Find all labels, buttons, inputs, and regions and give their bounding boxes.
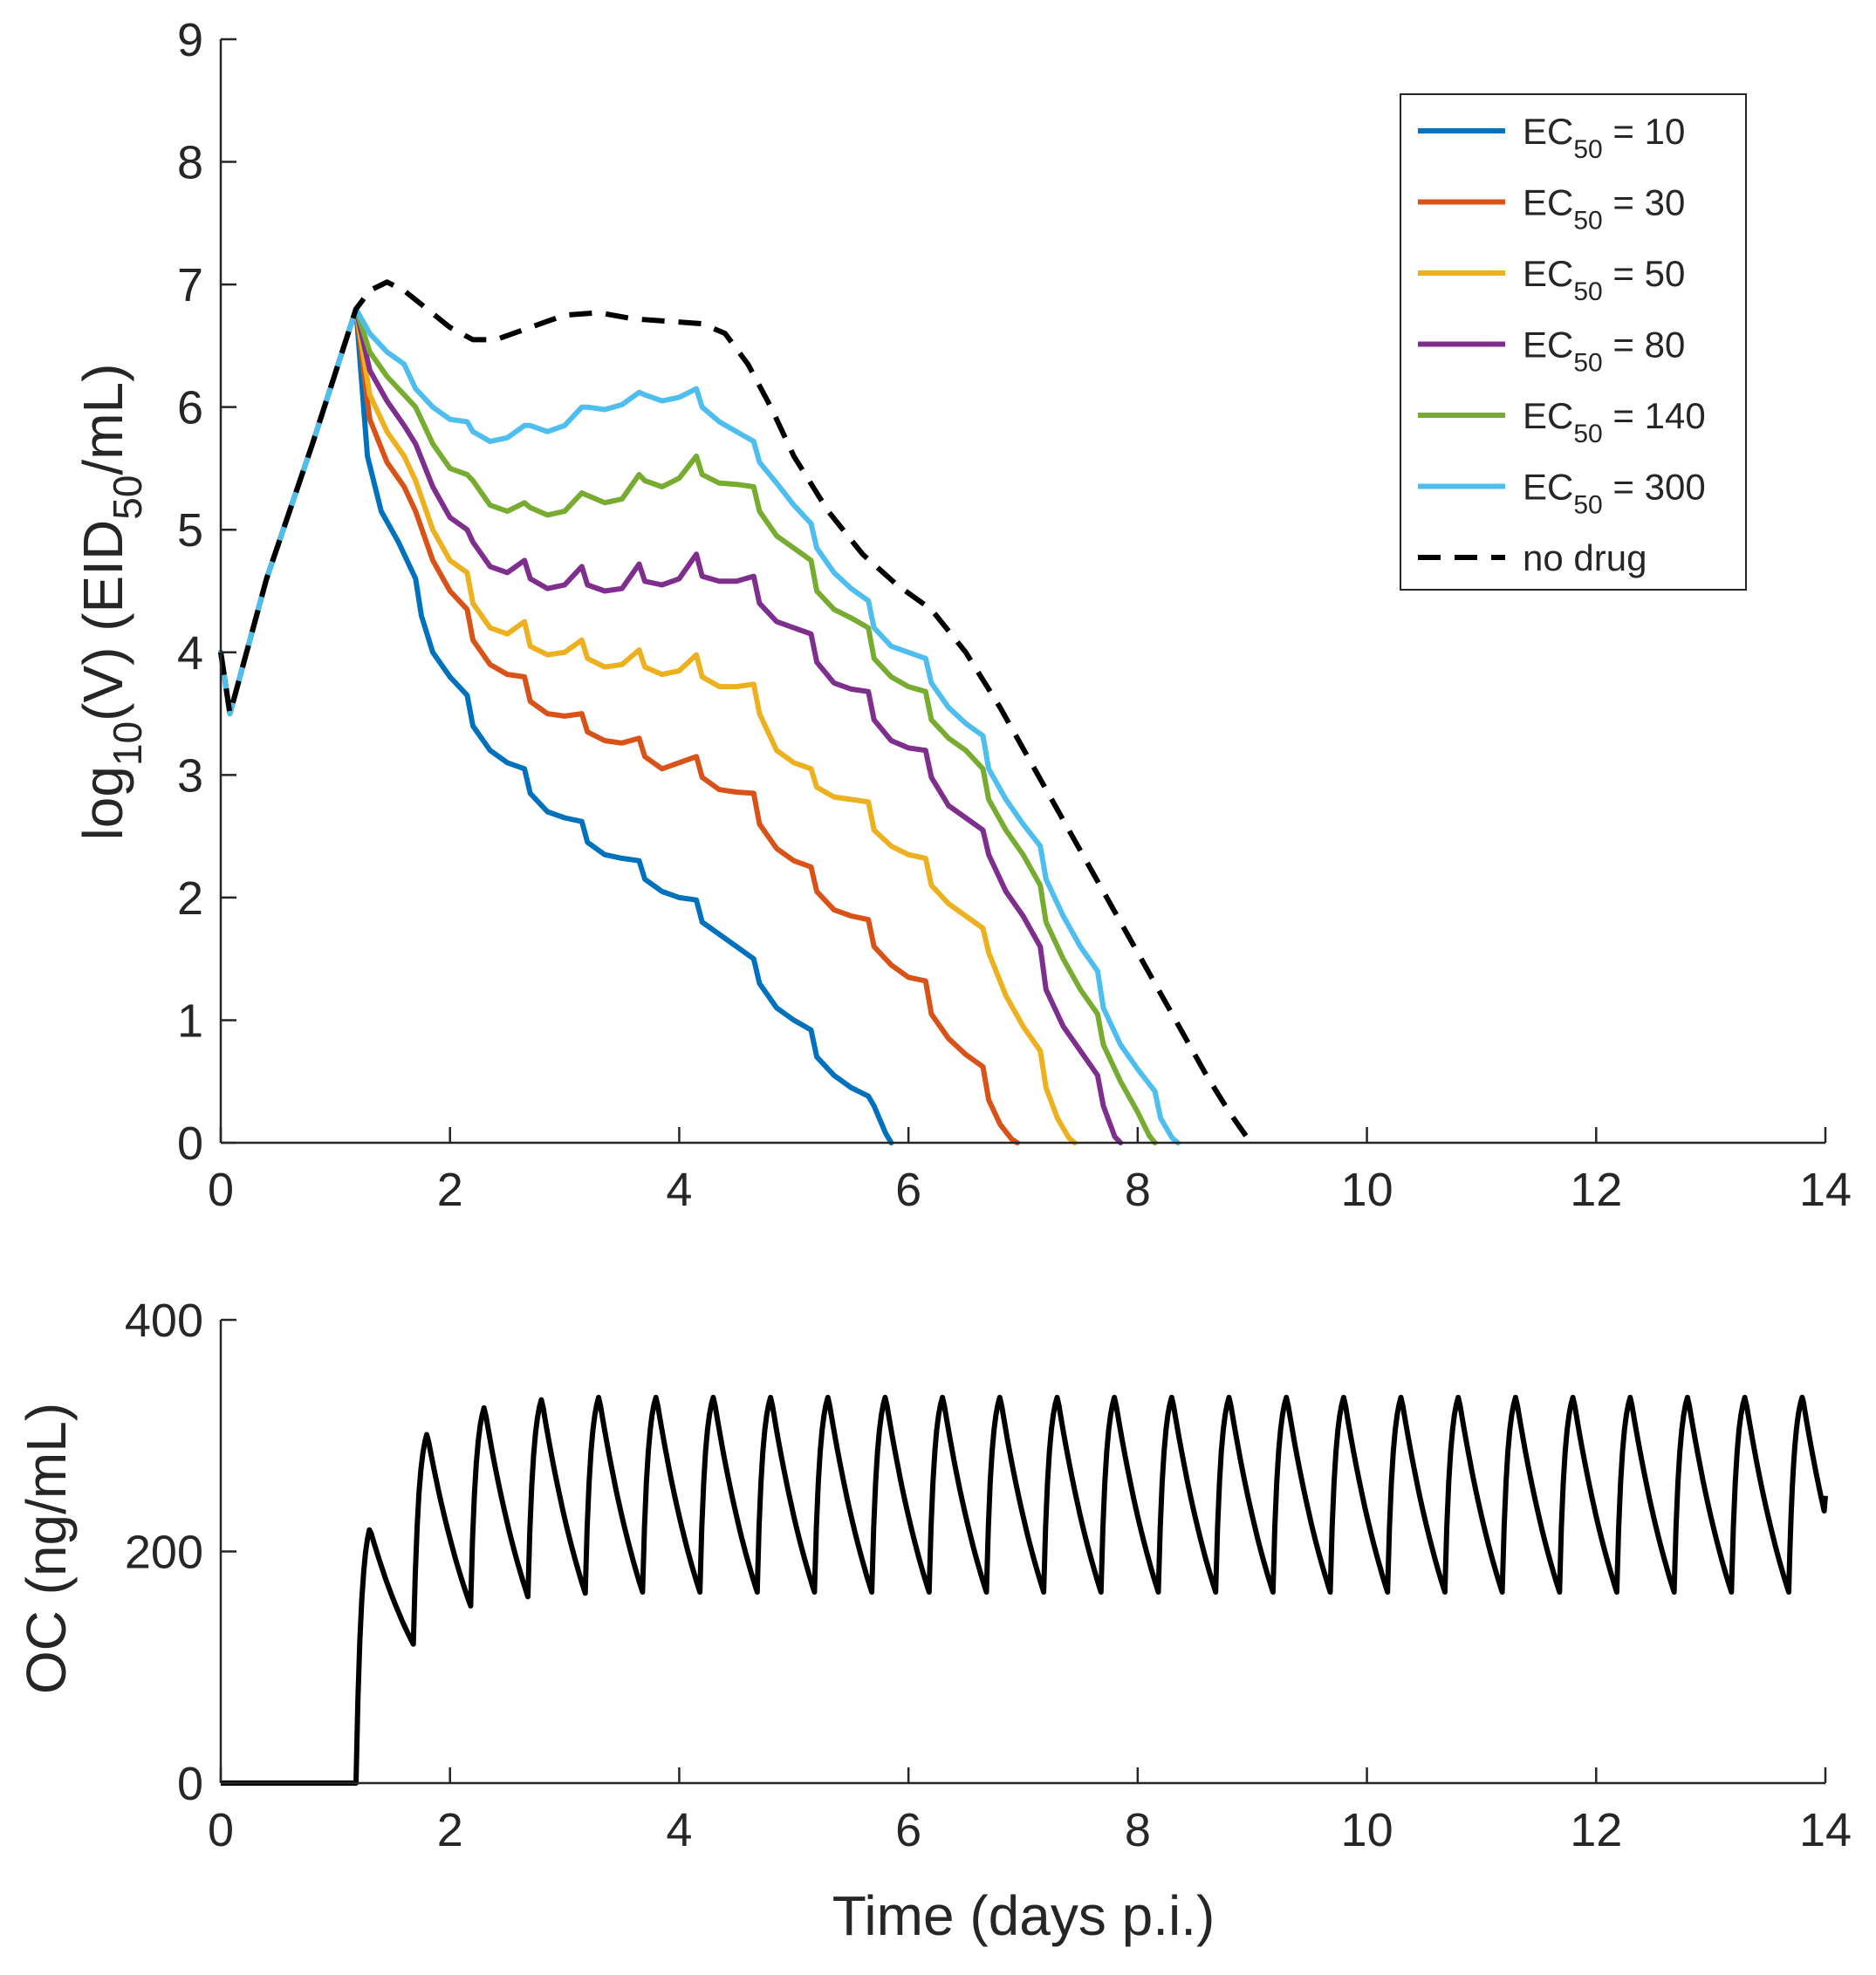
legend-label: no drug — [1523, 537, 1647, 578]
top-x-tick-label: 4 — [666, 1164, 692, 1216]
top-y-tick-label: 5 — [177, 504, 203, 557]
legend-label: EC50 = 140 — [1523, 395, 1706, 448]
top-x-tick-label: 14 — [1799, 1164, 1852, 1216]
top-y-tick-label: 6 — [177, 382, 203, 434]
top-y-tick-label: 2 — [177, 872, 203, 925]
series-line-ec50-30 — [218, 306, 1020, 1145]
top-y-tick-label: 9 — [177, 14, 203, 66]
legend-label: EC50 = 300 — [1523, 467, 1706, 520]
series-line-no-drug — [218, 279, 1255, 1145]
top-x-tick-label: 10 — [1341, 1164, 1393, 1216]
top-y-tick-label: 7 — [177, 259, 203, 311]
top-y-tick-label: 3 — [177, 749, 203, 802]
top-series-lines — [218, 279, 1255, 1145]
top-x-tick-label: 6 — [895, 1164, 921, 1216]
top-x-tick-label: 8 — [1125, 1164, 1151, 1216]
bottom-y-tick-label: 400 — [125, 1295, 203, 1347]
bottom-x-tick-label: 10 — [1341, 1804, 1393, 1856]
bottom-x-tick-label: 8 — [1125, 1804, 1151, 1856]
top-x-tick-label: 2 — [437, 1164, 463, 1216]
bottom-x-tick-label: 2 — [437, 1804, 463, 1856]
top-y-tick-label: 1 — [177, 994, 203, 1047]
legend: EC50 = 10 EC50 = 30 EC50 = 50 EC50 = 80 EC50… — [1400, 93, 1747, 591]
top-y-tick-label: 8 — [177, 137, 203, 189]
legend-label: EC50 = 50 — [1523, 253, 1685, 306]
bottom-x-tick-label: 12 — [1570, 1804, 1622, 1856]
legend-label: EC50 = 10 — [1523, 111, 1685, 164]
bottom-x-tick-label: 14 — [1799, 1804, 1852, 1856]
legend-entries: EC50 = 10 EC50 = 30 EC50 = 50 EC50 = 80 EC50… — [1418, 111, 1706, 578]
bottom-chart-panel: 0 2 4 6 8 10 12 14 0 200 400 OC (ng/mL) Time (days… — [15, 1295, 1852, 1947]
series-line-ec50-140 — [218, 306, 1158, 1145]
top-y-tick-label: 0 — [177, 1117, 203, 1170]
bottom-x-tick-label: 6 — [895, 1804, 921, 1856]
series-line-ec50-80 — [218, 306, 1124, 1145]
bottom-y-tick-label: 200 — [125, 1527, 203, 1579]
series-line-ec50-300 — [218, 306, 1181, 1145]
series-line-ec50-10 — [218, 306, 894, 1145]
bottom-x-tick-label: 0 — [208, 1804, 234, 1856]
series-line-oc — [221, 1394, 1828, 1786]
bottom-y-axis-label: OC (ng/mL) — [15, 1403, 78, 1694]
bottom-y-tick-label: 0 — [177, 1758, 203, 1810]
legend-label: EC50 = 30 — [1523, 182, 1685, 236]
bottom-x-tick-label: 4 — [666, 1804, 692, 1856]
top-x-tick-label: 12 — [1570, 1164, 1622, 1216]
top-x-tick-label: 0 — [208, 1164, 234, 1216]
bottom-axes: 0 2 4 6 8 10 12 14 0 200 400 — [125, 1295, 1852, 1856]
bottom-x-axis-label: Time (days p.i.) — [832, 1884, 1215, 1947]
top-y-tick-label: 4 — [177, 627, 203, 680]
legend-label: EC50 = 80 — [1523, 325, 1685, 378]
series-line-ec50-50 — [218, 306, 1078, 1145]
bottom-series-lines — [221, 1394, 1828, 1786]
top-y-axis-label: log10(V) (EID50/mL) — [72, 364, 150, 841]
